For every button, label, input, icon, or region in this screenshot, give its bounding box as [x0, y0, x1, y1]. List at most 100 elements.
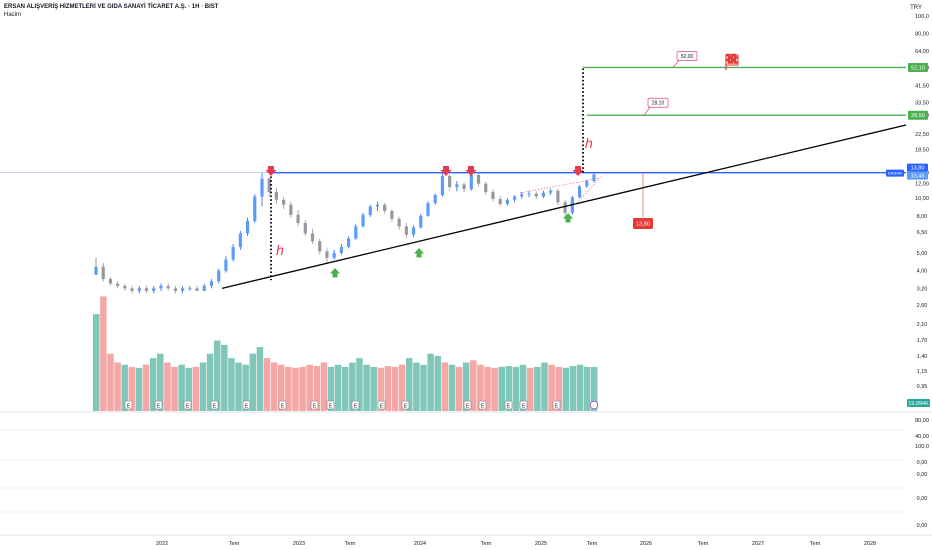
resistance-axis-label: 13,80 — [911, 166, 925, 172]
x-tick-label: 2024 — [414, 541, 426, 547]
volume-bar — [548, 364, 555, 411]
earnings-marker — [242, 400, 251, 410]
candle-body — [404, 226, 408, 235]
earnings-marker — [326, 400, 335, 410]
volume-bar — [263, 358, 271, 411]
volume-bar — [391, 366, 399, 411]
candle-body — [296, 214, 300, 224]
volume-bar — [491, 367, 498, 411]
volume-bar — [192, 366, 200, 411]
volume-bar — [576, 364, 584, 411]
y-tick-label: 5,00 — [917, 251, 928, 257]
volume-bar — [526, 367, 534, 411]
lower-panel-tick-label: 100,0 — [915, 444, 929, 450]
candle-body — [267, 178, 271, 193]
candle-body — [94, 266, 98, 275]
volume-bar — [505, 366, 513, 411]
candle-body — [455, 184, 459, 188]
y-tick-label: 100,0 — [915, 14, 929, 20]
volume-bar — [306, 364, 313, 411]
earnings-marker — [154, 400, 163, 410]
lower-panel-tick-label: 0,00 — [917, 472, 928, 478]
volume-bar — [569, 366, 577, 411]
volume-bar — [363, 364, 370, 411]
volume-bar — [221, 344, 228, 411]
earnings-marker-label: E — [507, 403, 511, 409]
volume-bar — [320, 362, 328, 411]
volume-bar — [149, 358, 157, 411]
candle-body — [585, 181, 589, 187]
y-tick-label: 80,00 — [915, 32, 929, 38]
volume-bar — [377, 367, 385, 411]
volume-bar — [121, 364, 128, 411]
candle-body — [541, 192, 546, 197]
candle-body — [549, 190, 553, 193]
candle-body — [375, 204, 380, 207]
earnings-marker-label: E — [186, 403, 190, 409]
lower-panel-tick-label: 0,00 — [917, 523, 928, 529]
volume-bar — [562, 367, 570, 411]
symbol-tag — [886, 169, 904, 177]
candle-body — [354, 226, 358, 239]
volume-bar — [334, 364, 342, 411]
volume-bar — [93, 314, 100, 411]
candle-body — [505, 199, 509, 204]
candle-body — [101, 266, 105, 280]
candle-body — [253, 196, 257, 221]
support-touch-arrow-icon — [414, 248, 424, 258]
candle-body — [491, 192, 495, 199]
x-tick-label: Tem — [587, 541, 598, 547]
earnings-marker-label: E — [522, 403, 526, 409]
volume-bar — [327, 366, 335, 411]
earnings-marker-label: E — [481, 403, 485, 409]
candle-body — [224, 259, 228, 271]
finish-flag-checker — [726, 53, 738, 64]
lower-panel-tick-label: 0,00 — [917, 460, 928, 466]
target-callout-pointer — [672, 60, 680, 68]
candle-body — [130, 288, 134, 291]
candle-body — [274, 192, 279, 200]
y-tick-label: 6,50 — [917, 230, 928, 236]
resistance-touch-arrow-icon — [572, 166, 584, 176]
candle-body — [534, 193, 538, 197]
volume-bar — [185, 367, 192, 411]
earnings-marker-label: E — [466, 403, 470, 409]
pennant-lower-line — [574, 175, 603, 206]
dividend-marker — [589, 400, 599, 410]
candle-body — [484, 183, 488, 193]
volume-bar — [171, 366, 178, 411]
y-tick-label: 8,00 — [917, 214, 928, 220]
earnings-marker-label: E — [281, 403, 285, 409]
volume-bar — [434, 355, 441, 411]
volume-bar — [356, 358, 363, 411]
earnings-marker-label: E — [157, 403, 161, 409]
candle-body — [361, 214, 365, 227]
volume-bar — [114, 362, 121, 411]
volume-tick-label: 1,40 — [917, 354, 928, 360]
volume-bar — [142, 364, 150, 411]
earnings-marker-label: E — [555, 403, 559, 409]
volume-bar — [157, 353, 164, 411]
volume-axis-label: 19,994K — [908, 401, 929, 407]
y-tick-label: 22,50 — [915, 132, 929, 138]
candle-body — [339, 246, 343, 254]
indicator-label: Hacim — [4, 12, 22, 18]
x-tick-label: Tem — [345, 541, 356, 547]
measure-badge — [633, 218, 653, 229]
volume-bar — [342, 366, 349, 411]
volume-bar — [519, 364, 527, 411]
earnings-marker — [124, 400, 133, 410]
x-tick-label: 2023 — [293, 541, 305, 547]
candle-body — [108, 279, 113, 284]
volume-bar — [206, 353, 214, 411]
candle-body — [116, 283, 120, 286]
volume-bar — [470, 360, 477, 411]
resistance-axis-badge — [907, 163, 928, 172]
y-tick-label: 64,00 — [915, 49, 929, 55]
candle-body — [282, 199, 286, 205]
candle-body — [419, 215, 423, 228]
resistance-touch-arrow-icon — [440, 166, 452, 176]
volume-tick-label: 2,10 — [917, 322, 928, 328]
candle-body — [260, 178, 264, 197]
